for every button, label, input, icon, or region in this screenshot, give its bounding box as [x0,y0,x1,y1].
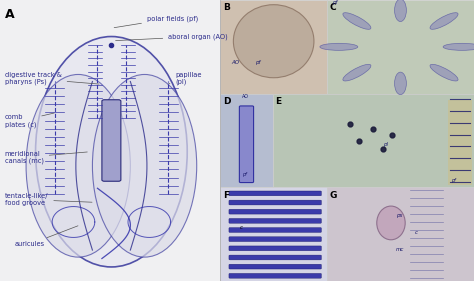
FancyBboxPatch shape [229,218,321,223]
Text: B: B [223,3,230,12]
FancyBboxPatch shape [229,246,321,251]
Ellipse shape [430,13,458,29]
FancyBboxPatch shape [327,187,474,281]
FancyBboxPatch shape [229,237,321,242]
Text: pl: pl [383,142,388,147]
FancyBboxPatch shape [229,264,321,269]
FancyBboxPatch shape [239,106,254,183]
Text: papillae
(pl): papillae (pl) [169,72,202,85]
Text: digestive track &
pharyns (Ps): digestive track & pharyns (Ps) [5,72,99,85]
Text: D: D [223,97,230,106]
Text: comb
plates (c): comb plates (c) [5,113,54,128]
FancyBboxPatch shape [220,94,273,187]
Text: auricules: auricules [14,226,78,248]
Ellipse shape [394,72,406,95]
FancyBboxPatch shape [229,255,321,260]
FancyBboxPatch shape [220,0,327,94]
Text: C: C [329,3,336,12]
FancyBboxPatch shape [220,187,327,281]
FancyBboxPatch shape [229,228,321,232]
Ellipse shape [343,64,371,81]
Text: pf: pf [451,178,456,183]
Ellipse shape [320,43,358,50]
FancyBboxPatch shape [327,0,474,94]
Text: F: F [223,191,229,200]
Text: E: E [275,97,281,106]
Ellipse shape [233,5,314,78]
Ellipse shape [394,0,406,22]
FancyBboxPatch shape [448,100,472,185]
Text: pf: pf [242,172,246,177]
Text: meridional
canals (mc): meridional canals (mc) [5,151,87,164]
Ellipse shape [36,37,187,267]
FancyBboxPatch shape [229,191,321,196]
Text: c: c [239,225,242,230]
Ellipse shape [443,43,474,50]
Text: G: G [329,191,337,200]
FancyBboxPatch shape [229,209,321,214]
Text: A: A [5,8,14,21]
Ellipse shape [430,64,458,81]
FancyBboxPatch shape [229,200,321,205]
Text: pf: pf [255,60,260,65]
Text: AO: AO [231,60,239,65]
Text: AO: AO [242,94,249,99]
Ellipse shape [92,74,197,257]
FancyBboxPatch shape [229,273,321,278]
Text: tentacle-like/
food groove: tentacle-like/ food groove [5,193,92,206]
Text: ps: ps [396,213,402,218]
Text: mc: mc [396,247,404,252]
Ellipse shape [377,206,405,240]
FancyBboxPatch shape [273,94,474,187]
Text: c: c [415,230,418,235]
Text: aboral organ (AO): aboral organ (AO) [116,33,228,41]
FancyBboxPatch shape [102,100,121,181]
Ellipse shape [26,74,130,257]
FancyBboxPatch shape [0,0,220,281]
Text: polar fields (pf): polar fields (pf) [114,15,198,28]
Text: pf: pf [332,0,337,5]
Ellipse shape [343,13,371,29]
